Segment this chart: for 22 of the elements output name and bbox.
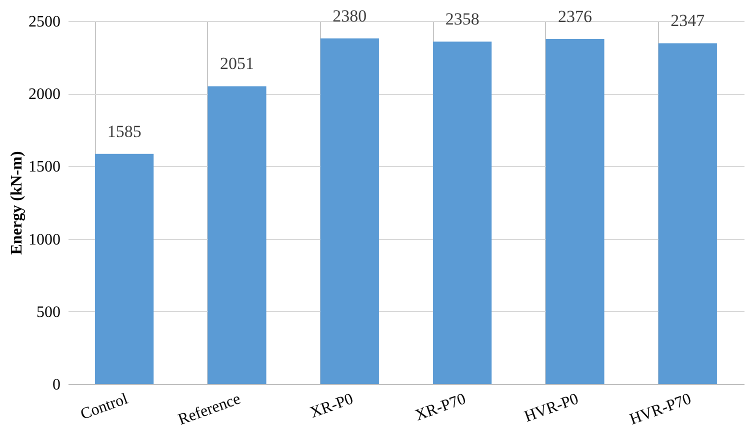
y-tick-label: 2500 xyxy=(28,14,60,30)
data-label: 2358 xyxy=(445,10,480,29)
data-label: 2376 xyxy=(558,7,592,26)
x-tick-label: XR-P0 xyxy=(308,390,356,422)
bar xyxy=(208,86,266,384)
x-tick-label: XR-P70 xyxy=(413,390,468,424)
bar xyxy=(320,38,379,384)
data-label: 2347 xyxy=(670,11,706,30)
data-label: 1585 xyxy=(107,122,142,141)
y-tick-label: 0 xyxy=(52,376,60,394)
y-tick-label: 1500 xyxy=(28,158,60,176)
y-tick-label: 500 xyxy=(36,304,60,321)
y-tick-label: 1000 xyxy=(28,231,60,248)
y-tick-label: 2000 xyxy=(28,86,60,104)
data-label: 2051 xyxy=(220,54,254,74)
bar xyxy=(546,39,604,384)
bar xyxy=(433,42,492,384)
data-label: 2380 xyxy=(332,6,367,26)
y-axis-title: Energy (kN-m) xyxy=(8,151,26,255)
bar xyxy=(95,154,154,384)
x-tick-label: Control xyxy=(78,390,131,424)
bar xyxy=(658,43,717,384)
